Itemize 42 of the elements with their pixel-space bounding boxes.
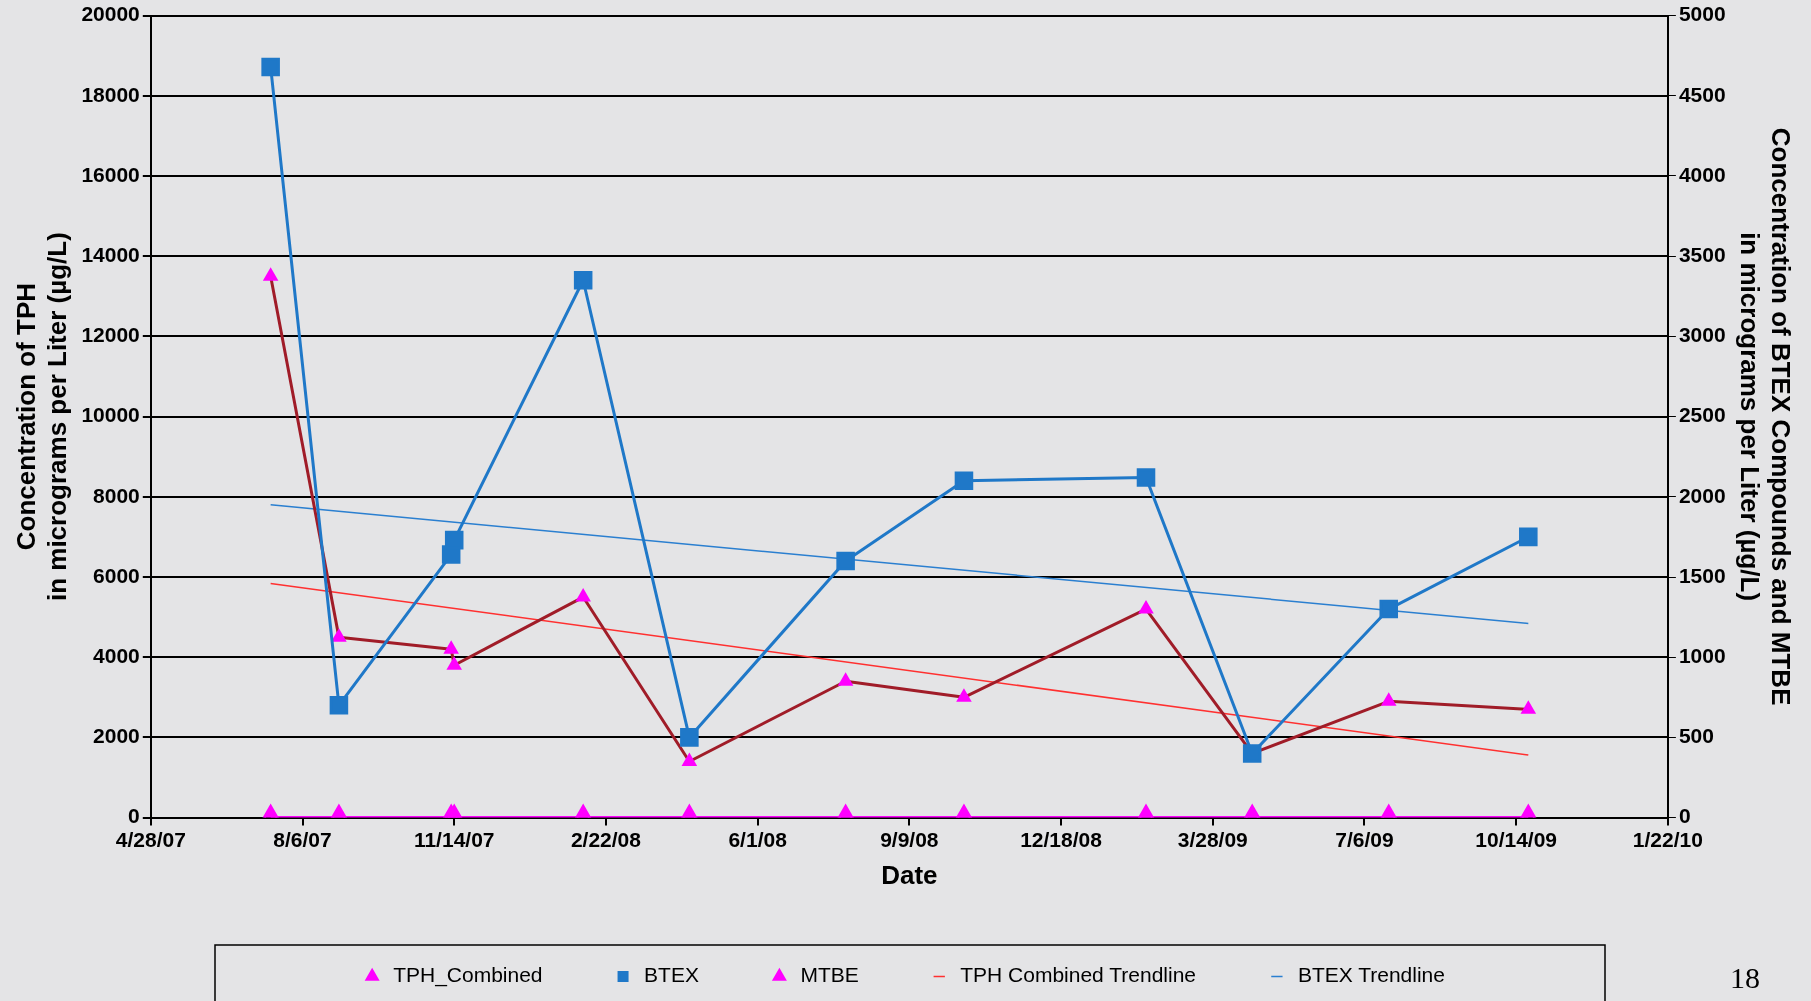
x-tick-label: 11/14/07: [413, 828, 495, 851]
y2-tick-label: 1500: [1678, 563, 1726, 587]
y-tick-label: 6000: [93, 563, 140, 587]
y-tick-label: 18000: [81, 82, 140, 106]
y2-tick-label: 3000: [1678, 323, 1726, 347]
x-tick-label: 6/1/08: [728, 828, 788, 851]
y2-tick-label: 2500: [1678, 403, 1726, 427]
y2-tick-label: 5000: [1678, 2, 1726, 26]
x-tick-label: 7/6/09: [1335, 828, 1394, 851]
legend-label: TPH_Combined: [393, 963, 543, 988]
legend-label: MTBE: [800, 963, 859, 987]
x-tick-label: 3/28/09: [1177, 828, 1248, 851]
x-tick-label: 1/22/10: [1632, 828, 1703, 851]
y-tick-label: 14000: [81, 243, 140, 266]
y-tick-label: 16000: [81, 162, 140, 186]
y-tick-label: 4000: [93, 644, 140, 667]
y2-tick-label: 3500: [1678, 243, 1726, 266]
y2-tick-label: 2000: [1678, 483, 1726, 507]
x-tick-label: 8/6/07: [273, 828, 332, 851]
x-tick-label: 4/28/07: [115, 828, 186, 851]
x-tick-label: 9/9/08: [880, 828, 939, 851]
y-tick-label: 0: [128, 804, 140, 828]
text: 18: [1730, 960, 1760, 994]
x-tick-label: 2/22/08: [570, 828, 642, 851]
y-tick-label: 12000: [81, 323, 140, 347]
y-tick-label: 20000: [81, 2, 140, 26]
legend-label: TPH Combined Trendline: [960, 963, 1197, 987]
legend-label: BTEX Trendline: [1297, 963, 1445, 987]
x-tick-label: 12/18/08: [1020, 828, 1103, 851]
y2-axis-title: Concentration of BTEX Compounds and MTBE in micrograms per Liter (µg/L): [1735, 127, 1797, 706]
y-tick-label: 2000: [93, 724, 140, 748]
y2-tick-label: 0: [1678, 804, 1691, 828]
x-axis-title: Date: [881, 859, 938, 890]
y2-tick-label: 1000: [1678, 644, 1726, 667]
y-axis-title: Concentration of TPH in micrograms per Liter (µg/L): [10, 232, 72, 602]
y2-tick-label: 4000: [1678, 162, 1726, 186]
y-tick-label: 8000: [93, 483, 140, 507]
legend-label: BTEX: [644, 963, 699, 987]
y-tick-label: 10000: [81, 403, 140, 427]
x-tick-label: 10/14/09: [1475, 828, 1558, 851]
y2-tick-label: 500: [1678, 724, 1714, 748]
y2-tick-label: 4500: [1678, 82, 1726, 106]
